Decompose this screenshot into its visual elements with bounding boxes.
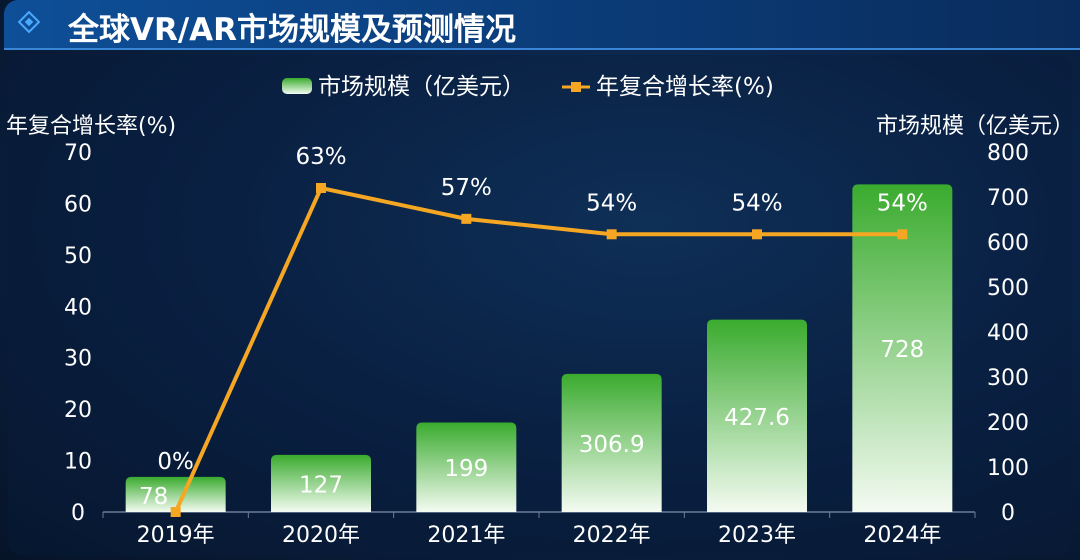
- bar: [561, 373, 662, 512]
- y-right-tick-label: 400: [987, 321, 1029, 346]
- y-right-axis-title: 市场规模（亿美元）: [876, 114, 1074, 139]
- x-tick-label: 2022年: [573, 523, 651, 548]
- y-left-tick-label: 30: [64, 347, 92, 372]
- bar: [125, 476, 226, 512]
- y-right-tick-label: 100: [987, 456, 1029, 481]
- line-data-label: 0%: [157, 449, 194, 475]
- bar: [852, 184, 953, 512]
- x-tick-label: 2023年: [718, 523, 796, 548]
- bar-data-label: 306.9: [579, 432, 645, 458]
- line-data-label: 54%: [877, 190, 928, 216]
- y-left-axis-title: 年复合增长率(%): [6, 114, 176, 139]
- bar-data-label: 78: [139, 484, 168, 510]
- y-left-tick-label: 70: [64, 141, 92, 166]
- line-marker: [461, 213, 472, 224]
- title-bar: [4, 0, 1080, 50]
- y-right-tick-label: 0: [1001, 501, 1015, 526]
- y-right-tick-label: 600: [987, 231, 1029, 256]
- y-right-tick-label: 800: [987, 141, 1029, 166]
- line-data-label: 54%: [586, 190, 637, 216]
- y-left-tick-label: 60: [64, 192, 92, 217]
- y-left-tick-label: 20: [64, 398, 92, 423]
- line-data-label: 63%: [295, 144, 346, 170]
- bar: [416, 422, 517, 512]
- growth-line: [173, 185, 903, 513]
- bar-data-label: 427.6: [724, 405, 790, 431]
- line-marker: [170, 507, 181, 517]
- y-right-tick-label: 300: [987, 366, 1029, 391]
- line-data-label: 54%: [731, 190, 782, 216]
- page-title: 全球VR/AR市场规模及预测情况: [68, 12, 517, 48]
- x-tick-label: 2024年: [863, 523, 941, 548]
- x-tick-label: 2019年: [137, 523, 215, 548]
- line-marker: [897, 229, 908, 240]
- line-marker: [606, 229, 617, 240]
- legend-bar-label: 市场规模（亿美元）: [318, 74, 525, 100]
- x-tick-label: 2021年: [427, 523, 505, 548]
- bar: [707, 319, 807, 512]
- y-left-tick-label: 10: [64, 450, 92, 475]
- y-left-tick-label: 40: [64, 295, 92, 320]
- legend-bar-swatch: [282, 78, 312, 94]
- y-left-tick-label: 50: [64, 244, 92, 269]
- legend-line-marker: [571, 82, 581, 92]
- line-marker: [752, 229, 762, 240]
- line-data-label: 57%: [441, 175, 492, 201]
- bar-data-label: 199: [444, 456, 488, 482]
- legend-line-label: 年复合增长率(%): [596, 74, 774, 100]
- y-right-tick-label: 500: [987, 276, 1029, 301]
- bar-data-label: 728: [880, 337, 924, 363]
- bar-data-label: 127: [299, 472, 343, 498]
- y-left-tick-label: 0: [71, 501, 85, 526]
- y-right-tick-label: 200: [987, 411, 1029, 436]
- x-tick-label: 2020年: [282, 523, 360, 548]
- line-marker: [316, 183, 326, 193]
- y-right-tick-label: 700: [987, 186, 1029, 211]
- bar: [271, 454, 371, 512]
